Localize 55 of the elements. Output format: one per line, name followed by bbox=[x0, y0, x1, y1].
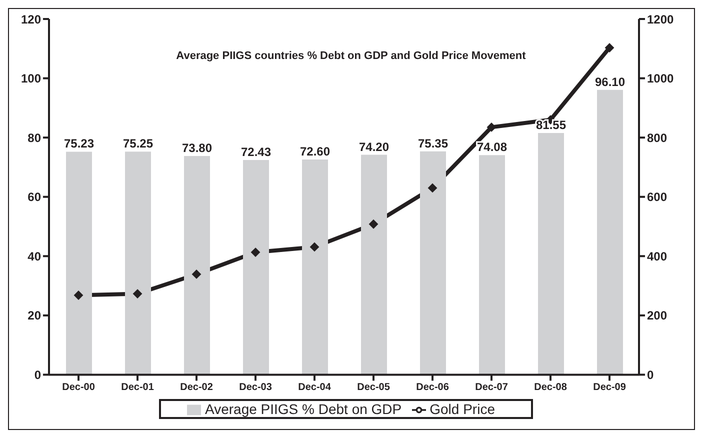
point bbox=[310, 242, 319, 252]
data-label: 73.80 bbox=[182, 140, 212, 155]
bar bbox=[538, 132, 564, 375]
point bbox=[192, 270, 201, 279]
x-tick-label: Dec-08 bbox=[534, 382, 568, 393]
bar bbox=[479, 155, 505, 375]
x-tick-label: Dec-06 bbox=[416, 382, 450, 393]
data-label: 72.60 bbox=[300, 144, 330, 159]
point bbox=[133, 289, 142, 298]
data-label: 75.23 bbox=[64, 136, 94, 151]
data-label: 96.10 bbox=[594, 74, 626, 89]
bar bbox=[184, 156, 210, 375]
data-label: 74.08 bbox=[476, 140, 508, 154]
y-tick-label: 100 bbox=[20, 72, 42, 86]
data-label: 75.25 bbox=[122, 136, 154, 151]
x-tick-label: Dec-03 bbox=[239, 382, 272, 393]
y2-tick-label: 0 bbox=[647, 368, 654, 382]
y-tick-label: 60 bbox=[28, 190, 42, 204]
y2-tick-label: 1200 bbox=[647, 12, 674, 26]
point bbox=[605, 43, 614, 52]
x-tick-label: Dec-09 bbox=[593, 382, 626, 393]
x-tick-label: Dec-00 bbox=[62, 382, 96, 393]
y2-tick-label: 600 bbox=[647, 190, 668, 204]
bar bbox=[302, 160, 328, 375]
data-label: 74.20 bbox=[358, 140, 390, 154]
bar bbox=[361, 154, 387, 375]
y2-tick-label: 1000 bbox=[647, 72, 674, 86]
legend-label: Gold Price bbox=[430, 400, 495, 417]
x-tick-label: Dec-02 bbox=[180, 382, 214, 393]
y-tick-label: 20 bbox=[28, 308, 42, 323]
bar bbox=[66, 152, 92, 375]
bar bbox=[420, 151, 446, 375]
y2-tick-label: 400 bbox=[647, 249, 668, 264]
text: Average PIIGS countries % Debt on GDP and Gold Price Movement bbox=[176, 50, 526, 62]
point bbox=[74, 290, 83, 300]
y-tick-label: 80 bbox=[28, 130, 42, 145]
x-tick-label: Dec-05 bbox=[357, 382, 390, 393]
x-tick-label: Dec-04 bbox=[298, 382, 332, 393]
bar bbox=[125, 152, 151, 375]
x-tick-label: Dec-07 bbox=[475, 382, 508, 393]
point bbox=[369, 220, 378, 229]
y2-tick-label: 200 bbox=[647, 308, 668, 323]
y-tick-label: 0 bbox=[34, 368, 42, 382]
y-tick-label: 40 bbox=[28, 249, 42, 264]
point bbox=[428, 183, 437, 192]
data-label: 72.43 bbox=[240, 145, 272, 160]
point bbox=[487, 122, 496, 132]
y2-tick-label: 800 bbox=[647, 130, 668, 145]
y-tick-label: 120 bbox=[20, 12, 42, 26]
legend-label: Average PIIGS % Debt on GDP bbox=[205, 400, 402, 417]
point bbox=[251, 248, 260, 257]
data-label: 75.35 bbox=[418, 136, 448, 150]
x-tick-label: Dec-01 bbox=[121, 382, 154, 393]
bar bbox=[243, 160, 269, 375]
bar bbox=[597, 90, 623, 375]
